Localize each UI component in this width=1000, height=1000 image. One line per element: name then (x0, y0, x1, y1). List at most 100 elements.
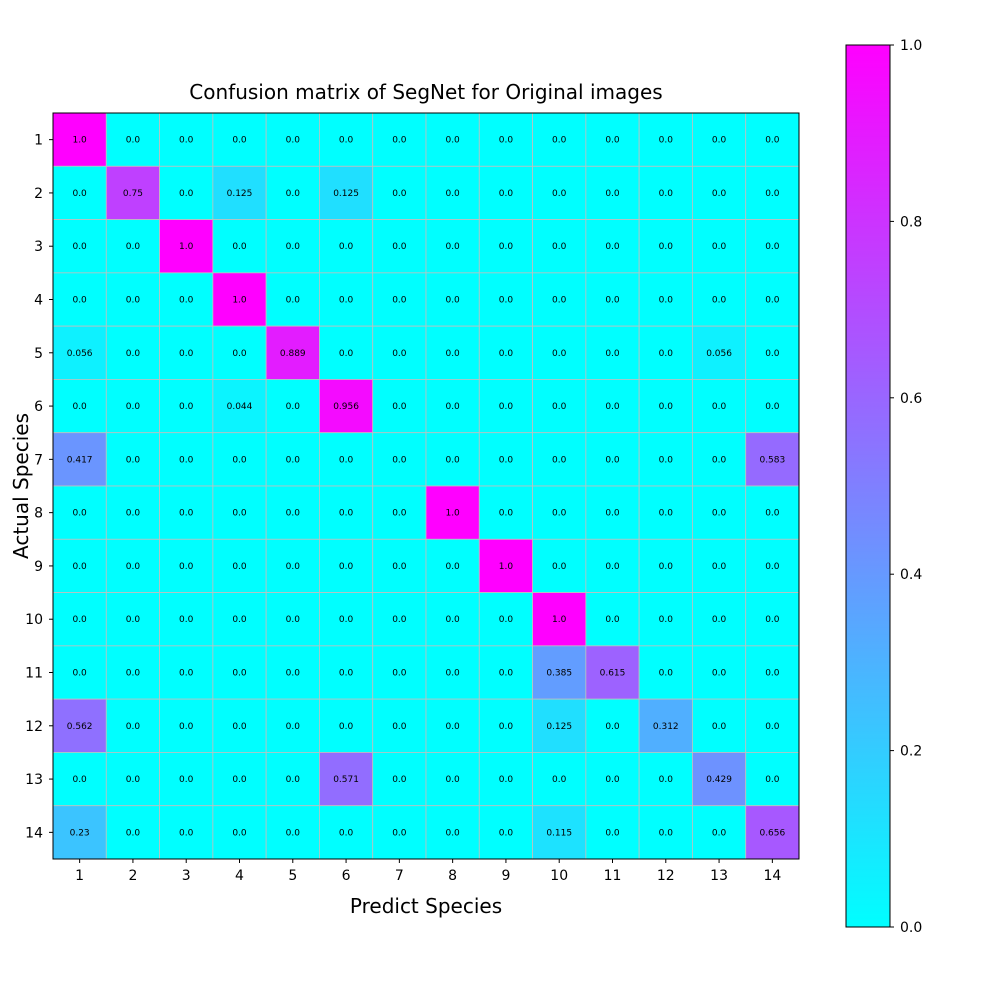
y-tick-label: 4 (34, 293, 43, 309)
heatmap-cell (425, 645, 480, 700)
cell-value-label: 0.0 (445, 775, 460, 785)
cell-value-label: 0.0 (339, 562, 354, 572)
cell-value-label: 0.0 (499, 349, 514, 359)
cell-value-label: 0.0 (765, 189, 780, 199)
cell-value-label: 0.0 (445, 669, 460, 679)
cell-value-label: 0.0 (499, 828, 514, 838)
heatmap-cell (585, 432, 640, 487)
cell-value-label: 0.0 (445, 402, 460, 412)
cell-value-label: 0.0 (605, 828, 620, 838)
x-tick-label: 3 (182, 868, 191, 884)
cell-value-label: 0.0 (179, 402, 194, 412)
y-tick-label: 10 (25, 612, 43, 628)
heatmap-cell (372, 698, 427, 753)
cell-value-label: 0.0 (286, 455, 301, 465)
cell-value-label: 0.0 (499, 722, 514, 732)
colorbar-tick-label: 0.4 (900, 567, 922, 583)
heatmap-cell (692, 325, 747, 380)
cell-value-label: 0.0 (392, 615, 407, 625)
cell-value-label: 0.0 (445, 242, 460, 252)
heatmap-cell (478, 538, 533, 593)
cell-value-label: 0.0 (392, 669, 407, 679)
y-tick-label: 3 (34, 239, 43, 255)
heatmap-cell (638, 379, 693, 434)
heatmap-cell (692, 752, 747, 807)
heatmap-cell (745, 805, 800, 860)
cell-value-label: 0.312 (653, 722, 679, 732)
cell-value-label: 1.0 (445, 509, 460, 519)
heatmap-cell (745, 645, 800, 700)
cell-value-label: 0.0 (445, 296, 460, 306)
heatmap-cell (745, 698, 800, 753)
cell-value-label: 0.0 (126, 402, 141, 412)
cell-value-label: 0.0 (712, 562, 727, 572)
cell-value-label: 0.0 (765, 296, 780, 306)
cell-value-label: 0.0 (179, 828, 194, 838)
x-tick-label: 13 (710, 868, 728, 884)
heatmap-cell (212, 538, 267, 593)
cell-value-label: 0.0 (499, 242, 514, 252)
cell-value-label: 0.0 (392, 349, 407, 359)
cell-value-label: 0.0 (552, 136, 567, 146)
heatmap-cell (478, 165, 533, 220)
cell-value-label: 0.0 (339, 296, 354, 306)
cell-value-label: 0.056 (706, 349, 732, 359)
colorbar-tick-label: 0.2 (900, 744, 922, 760)
cell-value-label: 0.0 (605, 509, 620, 519)
heatmap-cell (52, 219, 107, 274)
cell-value-label: 0.0 (712, 669, 727, 679)
heatmap-cell (212, 485, 267, 540)
heatmap-cell (105, 592, 160, 647)
cell-value-label: 0.0 (765, 402, 780, 412)
cell-value-label: 0.0 (499, 189, 514, 199)
cell-value-label: 0.0 (445, 828, 460, 838)
heatmap-cell (159, 219, 214, 274)
y-tick-label: 13 (25, 772, 43, 788)
heatmap-cell (105, 485, 160, 540)
cell-value-label: 0.0 (499, 296, 514, 306)
cell-value-label: 0.0 (72, 242, 87, 252)
heatmap-cell (745, 538, 800, 593)
cell-value-label: 0.0 (659, 455, 674, 465)
heatmap-cell (372, 485, 427, 540)
cell-value-label: 0.0 (712, 615, 727, 625)
heatmap-cell (425, 432, 480, 487)
heatmap-cell (425, 165, 480, 220)
heatmap-cell (372, 165, 427, 220)
cell-value-label: 0.0 (659, 242, 674, 252)
heatmap-cell (212, 379, 267, 434)
cell-value-label: 0.0 (765, 615, 780, 625)
heatmap-cell (105, 698, 160, 753)
cell-value-label: 0.615 (600, 669, 626, 679)
cell-value-label: 0.0 (659, 402, 674, 412)
heatmap-cell (692, 379, 747, 434)
cell-value-label: 0.0 (552, 296, 567, 306)
cell-value-label: 0.0 (339, 349, 354, 359)
heatmap-cell (105, 112, 160, 167)
x-tick-label: 4 (235, 868, 244, 884)
heatmap-cell (478, 485, 533, 540)
x-tick-label: 1 (75, 868, 84, 884)
cell-value-label: 0.0 (286, 722, 301, 732)
colorbar-tick-label: 0.6 (900, 391, 922, 407)
heatmap-cell (52, 592, 107, 647)
heatmap-cell (638, 805, 693, 860)
cell-value-label: 0.0 (126, 455, 141, 465)
x-axis-title: Predict Species (350, 894, 502, 918)
heatmap-cell (478, 805, 533, 860)
cell-value-label: 0.0 (179, 562, 194, 572)
cell-value-label: 0.417 (67, 455, 93, 465)
heatmap-cell (638, 112, 693, 167)
cell-value-label: 0.0 (339, 455, 354, 465)
cell-value-label: 0.0 (659, 615, 674, 625)
cell-value-label: 0.0 (765, 669, 780, 679)
cell-value-label: 0.0 (499, 669, 514, 679)
heatmap-cell (532, 645, 587, 700)
heatmap-cell (692, 165, 747, 220)
heatmap-cell (585, 272, 640, 327)
cell-value-label: 0.0 (659, 189, 674, 199)
cell-value-label: 0.0 (72, 509, 87, 519)
heatmap-cell (372, 379, 427, 434)
